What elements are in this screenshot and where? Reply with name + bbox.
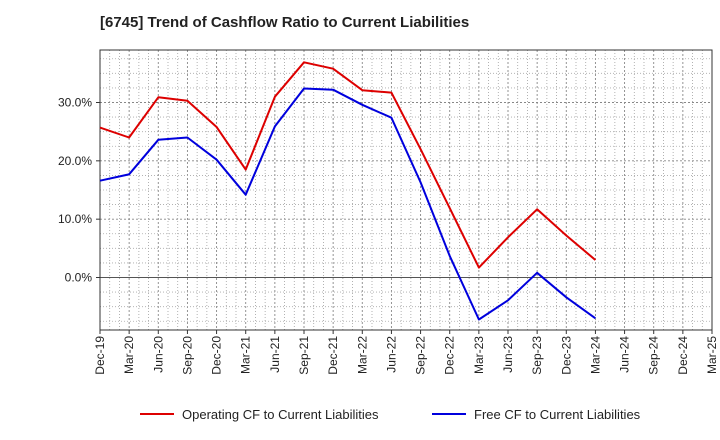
x-tick-label: Dec-19 [93,336,107,375]
x-tick-label: Jun-24 [618,336,632,373]
x-tick-label: Mar-21 [239,336,253,374]
x-tick-label: Sep-21 [297,336,311,375]
x-tick-label: Mar-25 [705,336,719,374]
x-tick-label: Sep-20 [180,336,194,375]
series-line-2 [99,87,596,321]
y-tick-label: 30.0% [58,96,92,110]
x-tick-label: Jun-20 [151,336,165,373]
x-tick-label: Jun-23 [501,336,515,373]
x-tick-label: Sep-23 [530,336,544,375]
x-tick-label: Mar-24 [588,336,602,374]
chart-title: [6745] Trend of Cashflow Ratio to Curren… [100,14,470,31]
y-tick-label: 10.0% [58,212,92,226]
y-tick-label: 20.0% [58,154,92,168]
x-tick-label: Jun-21 [268,336,282,373]
x-tick-label: Dec-20 [210,336,224,375]
x-tick-label: Sep-22 [414,336,428,375]
series-line-1 [99,61,597,269]
x-tick-label: Dec-24 [676,336,690,375]
x-tick-label: Sep-24 [647,336,661,375]
x-tick-label: Mar-20 [122,336,136,374]
legend-label-2: Free CF to Current Liabilities [474,407,641,422]
x-tick-label: Mar-22 [355,336,369,374]
x-tick-label: Dec-21 [326,336,340,375]
plot-frame [99,49,713,331]
y-tick-label: 0.0% [65,271,93,285]
x-tick-label: Dec-22 [443,336,457,375]
x-tick-label: Mar-23 [472,336,486,374]
legend-label-1: Operating CF to Current Liabilities [182,407,379,422]
x-tick-label: Jun-22 [384,336,398,373]
x-tick-label: Dec-23 [559,336,573,375]
